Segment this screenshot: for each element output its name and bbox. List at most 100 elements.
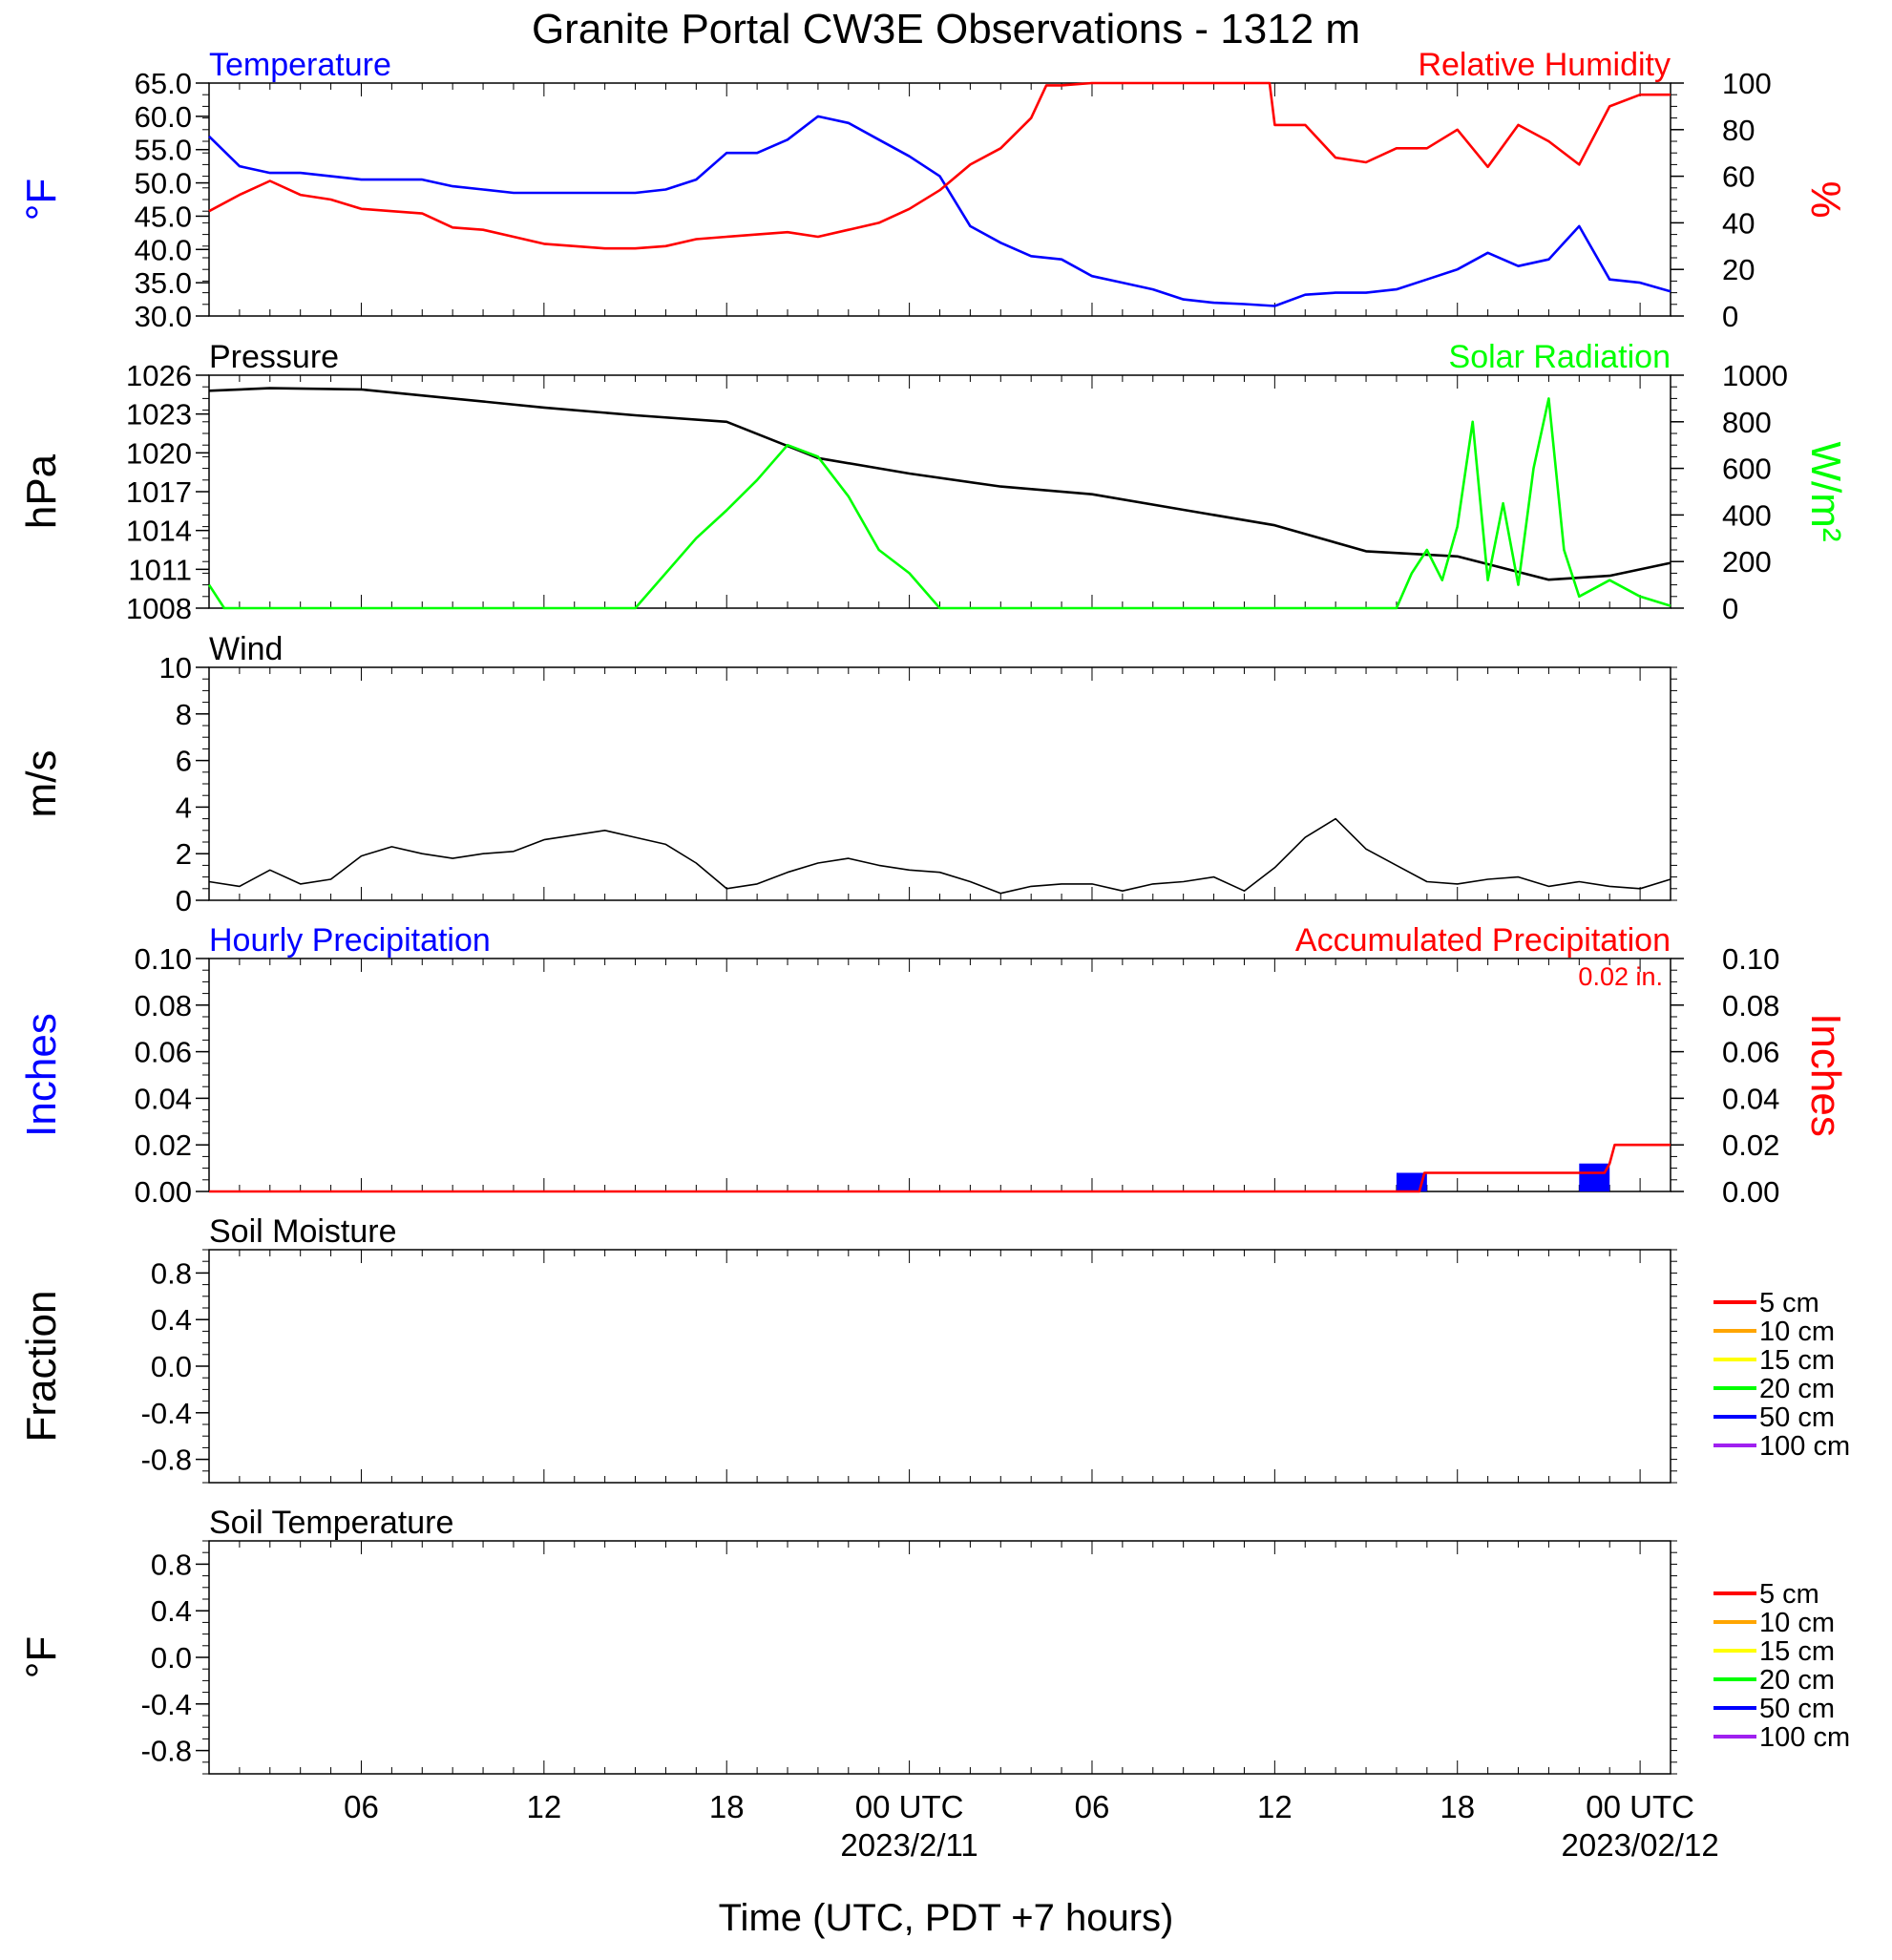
y-tick-label: 1011 [128, 553, 192, 586]
y-tick-label: 50.0 [135, 167, 192, 200]
chart-title: Granite Portal CW3E Observations - 1312 … [532, 6, 1360, 53]
series-line-relative-humidity [208, 81, 1671, 250]
y-tick-label-right: 20 [1722, 253, 1755, 286]
x-tick-date-label: 2023/02/12 [1562, 1827, 1719, 1863]
y-axis-label-right: Inches [1802, 1013, 1849, 1137]
y-tick-label-right: 0.08 [1722, 989, 1779, 1022]
legend-label: 50 cm [1759, 1694, 1835, 1724]
y-axis-label-right: W/m² [1802, 441, 1849, 541]
y-tick-label-right: 0.00 [1722, 1175, 1779, 1209]
precip-bar [1579, 1163, 1610, 1191]
y-tick-label: 0.8 [151, 1256, 192, 1290]
y-tick-label: 60.0 [135, 100, 192, 134]
y-axis-label-left: Inches [18, 1013, 65, 1137]
x-tick-label: 06 [1075, 1789, 1110, 1824]
y-tick-label: 0.0 [151, 1350, 192, 1383]
panel-title-left: Pressure [209, 339, 339, 375]
y-axis-label-left: hPa [18, 453, 65, 529]
x-tick-label: 12 [1257, 1789, 1293, 1824]
y-axis-label-left: °F [18, 179, 65, 221]
legend-label: 100 cm [1759, 1722, 1850, 1753]
panel-pressure-solar: 1008 1011 1014 1017 1020 1023 1026 hPa Pressure S… [18, 339, 1849, 625]
precip-bar [1396, 1172, 1427, 1191]
x-tick-label: 12 [526, 1789, 561, 1824]
y-tick-label: 0.00 [135, 1175, 192, 1209]
y-tick-label: 0 [176, 884, 192, 917]
y-tick-label: 55.0 [135, 134, 192, 167]
y-tick-label-right: 0 [1722, 300, 1738, 333]
legend-label: 100 cm [1759, 1431, 1850, 1462]
legend-label: 50 cm [1759, 1402, 1835, 1433]
y-tick-label: -0.8 [141, 1735, 192, 1768]
legend-label: 10 cm [1759, 1608, 1835, 1638]
y-tick-label: 1008 [126, 592, 192, 625]
y-tick-label: 0.8 [151, 1548, 192, 1581]
y-axis-label-left: m/s [18, 750, 65, 818]
y-tick-label-right: 0 [1722, 592, 1738, 625]
plot-frame [208, 958, 1671, 1192]
panel-precipitation: 0.00 0.02 0.04 0.06 0.08 0.10 Inches Hourly Pre… [18, 922, 1849, 1209]
y-tick-label-right: 0.10 [1722, 942, 1779, 976]
y-tick-label: 1017 [126, 475, 192, 509]
panel-title-right: Accumulated Precipitation [1295, 922, 1671, 959]
y-tick-label: 0.10 [135, 942, 192, 976]
precip-total-label: 0.02 in. [1578, 962, 1663, 991]
series-line-pressure [208, 387, 1671, 581]
plot-frame [208, 374, 1671, 609]
series-line-solar-radiation [207, 397, 1671, 610]
y-tick-label: 4 [176, 790, 192, 824]
panel-title-left: Soil Temperature [209, 1505, 453, 1541]
y-tick-label: 0.4 [151, 1303, 192, 1337]
x-tick-label: 18 [1440, 1789, 1475, 1824]
y-tick-label: 2 [176, 837, 192, 871]
legend-label: 20 cm [1759, 1374, 1835, 1404]
series-line-wind [208, 817, 1671, 895]
y-tick-label-right: 200 [1722, 545, 1772, 579]
y-tick-label: 0.06 [135, 1036, 192, 1069]
y-tick-label: 8 [176, 698, 192, 731]
y-axis-label-left: Fraction [18, 1291, 65, 1443]
y-tick-label-right: 0.06 [1722, 1036, 1779, 1069]
y-tick-label-right: 0.04 [1722, 1082, 1779, 1115]
y-axis-label-right: % [1802, 180, 1849, 218]
y-tick-label: 0.0 [151, 1641, 192, 1675]
y-tick-label-right: 40 [1722, 206, 1755, 240]
y-tick-label: 0.04 [135, 1082, 192, 1115]
plot-frame [208, 82, 1671, 317]
series-line-accumulated-precipitation [209, 1143, 1671, 1193]
y-tick-label: -0.4 [141, 1688, 192, 1721]
y-tick-label: 40.0 [135, 233, 192, 266]
y-tick-label: 35.0 [135, 266, 192, 300]
y-tick-label: -0.8 [141, 1444, 192, 1477]
y-tick-label: 30.0 [135, 300, 192, 333]
panel-soil-moisture: -0.8 -0.4 0.0 0.4 0.8 Fraction Soil Moisture 5 … [18, 1213, 1850, 1484]
x-tick-date-label: 2023/2/11 [840, 1827, 978, 1863]
y-tick-label-right: 60 [1722, 160, 1755, 194]
y-tick-label-right: 80 [1722, 114, 1755, 147]
legend-label: 20 cm [1759, 1665, 1835, 1696]
plot-frame [208, 1249, 1671, 1484]
y-tick-label-right: 600 [1722, 453, 1772, 486]
panel-title-left: Soil Moisture [209, 1213, 397, 1250]
legend-label: 5 cm [1759, 1288, 1819, 1318]
x-tick-label: 18 [709, 1789, 745, 1824]
y-tick-label: 1026 [126, 359, 192, 392]
panel-temperature-humidity: 30.035.040.045.050.055.060.065.0 °F Temper… [18, 47, 1849, 333]
panels: 30.035.040.045.050.055.060.065.0°FTemper… [18, 47, 1850, 1775]
series-line-temperature [208, 115, 1671, 307]
panel-title-left: Hourly Precipitation [209, 922, 491, 959]
y-tick-label: 0.4 [151, 1594, 192, 1628]
plot-frame [208, 1540, 1671, 1775]
panel-title-right: Relative Humidity [1418, 47, 1671, 83]
y-tick-label: 45.0 [135, 200, 192, 233]
y-tick-label-right: 100 [1722, 67, 1772, 100]
y-tick-label-right: 0.02 [1722, 1128, 1779, 1162]
panel-wind: 0 2 4 6 8 10 m/s Wind [18, 631, 1677, 917]
y-tick-label-right: 400 [1722, 498, 1772, 532]
x-tick-label: 00 UTC [855, 1789, 964, 1824]
legend-label: 5 cm [1759, 1579, 1819, 1610]
y-axis-label-left: °F [18, 1636, 65, 1678]
